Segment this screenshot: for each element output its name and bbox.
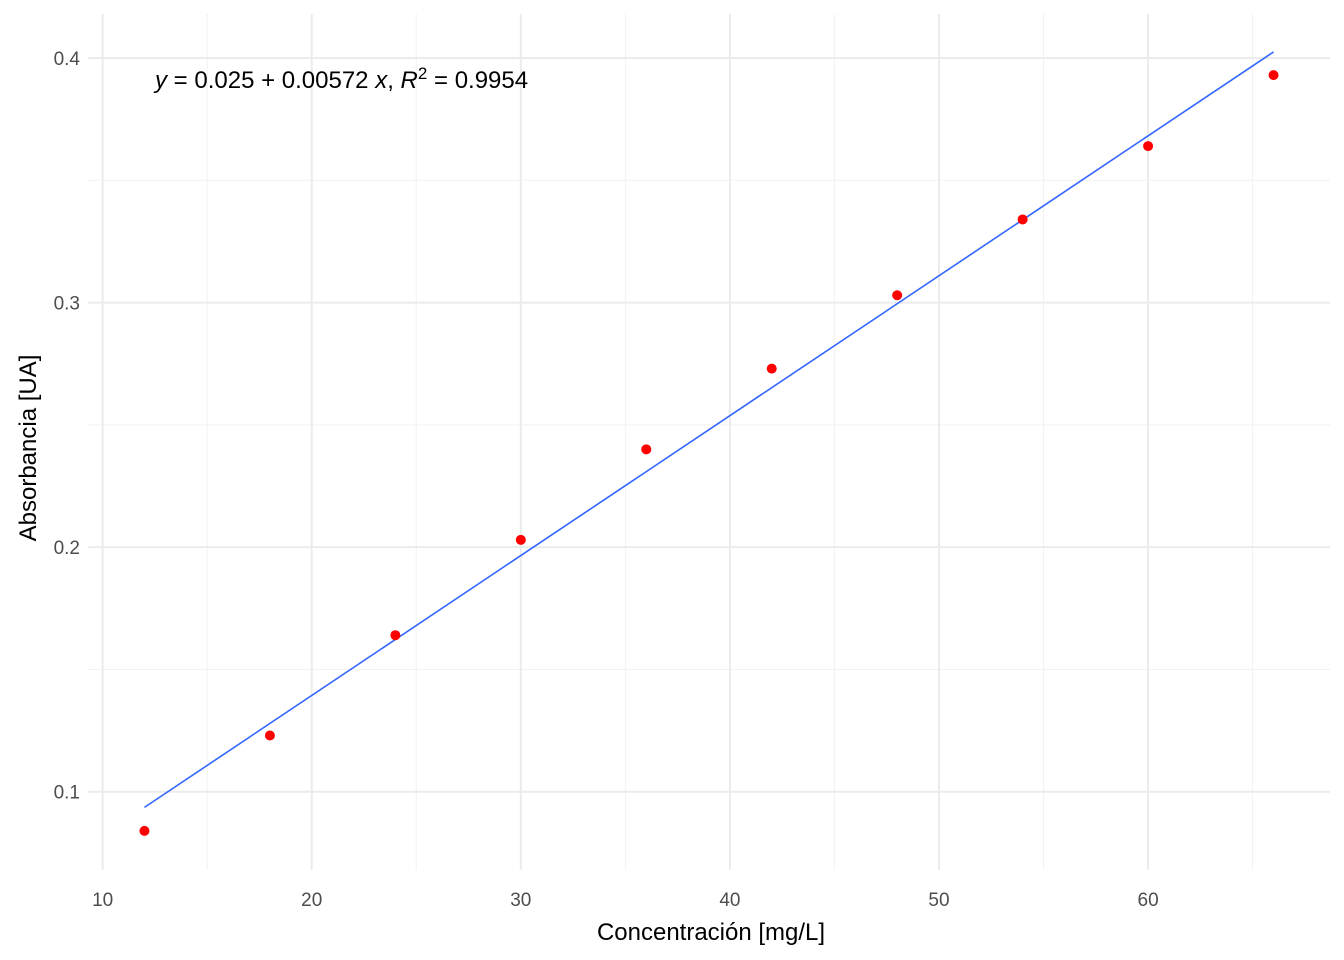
y-tick-label: 0.2 bbox=[54, 538, 80, 559]
annotation-part: x bbox=[374, 67, 388, 94]
x-tick-label: 50 bbox=[928, 890, 949, 911]
point bbox=[139, 825, 150, 836]
annotation-part: 2 bbox=[418, 64, 427, 83]
point bbox=[1017, 214, 1028, 225]
annotation-part: , bbox=[387, 67, 400, 94]
marks bbox=[139, 51, 1279, 836]
x-tick-label: 40 bbox=[719, 890, 740, 911]
grid bbox=[88, 14, 1330, 870]
equation-annotation: y = 0.025 + 0.00572 x, R2 = 0.9954 bbox=[153, 64, 528, 95]
point bbox=[641, 444, 652, 455]
y-axis-title: Absorbancia [UA] bbox=[15, 355, 42, 542]
point bbox=[264, 730, 275, 741]
y-tick-label: 0.4 bbox=[54, 49, 81, 70]
annotation-part: R bbox=[401, 67, 418, 94]
y-tick-label: 0.1 bbox=[54, 783, 80, 804]
x-tick-label: 10 bbox=[92, 890, 113, 911]
annotation-part: y bbox=[153, 67, 169, 94]
point bbox=[515, 534, 526, 545]
point bbox=[390, 630, 401, 641]
point bbox=[892, 290, 903, 301]
annotation-part: = 0.9954 bbox=[427, 67, 528, 94]
fit-line bbox=[144, 51, 1274, 809]
x-tick-label: 20 bbox=[301, 890, 322, 911]
annotation-part: = 0.025 + 0.00572 bbox=[167, 67, 375, 94]
x-tick-label: 30 bbox=[510, 890, 531, 911]
x-axis-title: Concentración [mg/L] bbox=[597, 919, 825, 946]
point bbox=[1143, 141, 1154, 152]
y-tick-label: 0.3 bbox=[54, 294, 80, 315]
point bbox=[1268, 70, 1279, 81]
point bbox=[766, 363, 777, 374]
x-tick-label: 60 bbox=[1138, 890, 1159, 911]
